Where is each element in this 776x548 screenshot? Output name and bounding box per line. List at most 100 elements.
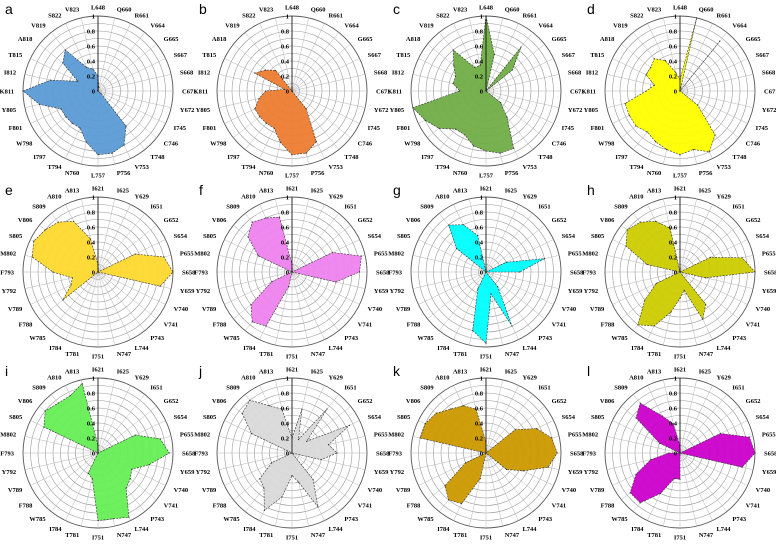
data-point-A818 <box>650 67 652 69</box>
residue-label: Y629 <box>328 194 343 201</box>
data-point-V664 <box>719 40 721 42</box>
residue-label: L744 <box>328 345 343 352</box>
residue-label: F788 <box>213 322 227 329</box>
data-point-Q660 <box>696 17 698 19</box>
residue-label: V806 <box>18 217 33 224</box>
panel-label: e <box>5 182 13 198</box>
data-point-S654 <box>331 251 334 254</box>
grid-spoke <box>291 32 339 92</box>
residue-label: I797 <box>33 154 46 161</box>
residue-label: S668 <box>762 70 776 77</box>
data-point-S805 <box>659 442 661 444</box>
data-point-A813 <box>81 382 83 385</box>
residue-label: I651 <box>538 204 550 211</box>
residue-label: V823 <box>453 6 468 13</box>
grid-spoke <box>485 271 554 305</box>
residue-label: S668 <box>374 70 388 77</box>
data-point-A818 <box>62 62 64 64</box>
data-point-V819 <box>653 58 655 60</box>
data-point-V806 <box>626 229 628 231</box>
residue-label: K811 <box>0 88 14 95</box>
residue-label: W785 <box>223 335 240 342</box>
radial-tick-label: 0.2 <box>475 255 483 262</box>
radial-tick-label: 0 <box>286 451 289 458</box>
residue-label: T781 <box>259 532 273 539</box>
data-point-S654 <box>709 256 712 258</box>
grid-spoke <box>485 90 545 138</box>
radial-tick-label: 0.4 <box>475 59 484 66</box>
residue-label: P655 <box>568 432 582 439</box>
residue-label: G665 <box>358 36 374 43</box>
residue-label: F801 <box>9 125 23 132</box>
residue-label: T781 <box>453 351 467 358</box>
residue-label: A818 <box>212 36 227 43</box>
residue-label: I625 <box>117 187 130 194</box>
residue-label: S654 <box>562 233 576 240</box>
residue-label: Q660 <box>699 6 714 13</box>
grid-spoke <box>485 198 503 273</box>
residue-label: I812 <box>198 70 210 77</box>
residue-label: A818 <box>600 36 615 43</box>
radial-tick-label: 0.2 <box>669 74 677 81</box>
residue-label: I784 <box>49 526 62 533</box>
residue-label: S805 <box>203 233 217 240</box>
grid-spoke <box>291 213 339 273</box>
grid-spoke <box>679 225 739 273</box>
data-point-V823 <box>479 64 481 67</box>
radial-tick-label: 0 <box>286 89 289 96</box>
residue-label: L744 <box>134 345 149 352</box>
residue-label: I625 <box>699 368 712 375</box>
grid-spoke <box>39 452 99 500</box>
data-point-M802 <box>419 437 421 439</box>
grid-spoke <box>51 271 99 331</box>
data-point-I797 <box>71 122 73 124</box>
grid-spoke <box>679 271 739 319</box>
data-point-S809 <box>450 408 452 410</box>
residue-label: I751 <box>286 534 298 541</box>
grid-spoke <box>485 90 554 124</box>
data-point-P655 <box>741 257 743 259</box>
residue-label: Y672 <box>374 107 388 114</box>
data-point-S805 <box>257 255 259 257</box>
residue-label: V823 <box>647 6 662 13</box>
grid-spoke <box>97 271 131 340</box>
data-point-I751 <box>291 474 293 477</box>
grid-spoke <box>97 385 131 454</box>
residue-label: S654 <box>562 414 576 421</box>
data-point-V819 <box>452 49 454 51</box>
residue-label: N760 <box>65 170 79 177</box>
data-point-Y792 <box>650 459 652 461</box>
residue-label: V789 <box>8 487 23 494</box>
grid-spoke <box>439 271 487 331</box>
residue-label: S658 <box>182 269 196 276</box>
residue-label: W785 <box>611 516 628 523</box>
radial-tick-label: 0.6 <box>281 406 290 413</box>
residue-label: G652 <box>358 398 373 405</box>
residue-label: A810 <box>629 194 643 201</box>
grid-spoke <box>679 379 697 454</box>
grid-spoke <box>291 271 366 289</box>
radial-tick-label: 1 <box>286 376 289 383</box>
residue-label: F793 <box>582 269 596 276</box>
residue-label: V819 <box>613 23 628 30</box>
residue-label: G652 <box>552 398 567 405</box>
residue-label: I751 <box>674 534 686 541</box>
grid-spoke <box>291 90 366 108</box>
radial-tick-label: 0.4 <box>281 59 290 66</box>
panel-label: b <box>199 1 207 17</box>
grid-spoke <box>259 23 293 92</box>
residue-label: Y629 <box>328 375 343 382</box>
data-point-V740 <box>131 468 133 470</box>
residue-label: I784 <box>49 345 62 352</box>
residue-label: F788 <box>407 503 421 510</box>
residue-label: S667 <box>174 52 188 59</box>
radial-tick-label: 0.6 <box>281 44 290 51</box>
residue-label: Y792 <box>196 469 210 476</box>
radial-tick-label: 0.8 <box>281 29 290 36</box>
panel-label: i <box>5 363 8 379</box>
grid-spoke <box>485 204 519 273</box>
radial-tick-label: 1 <box>92 14 95 21</box>
residue-label: I621 <box>92 185 104 192</box>
residue-label: F788 <box>213 503 227 510</box>
